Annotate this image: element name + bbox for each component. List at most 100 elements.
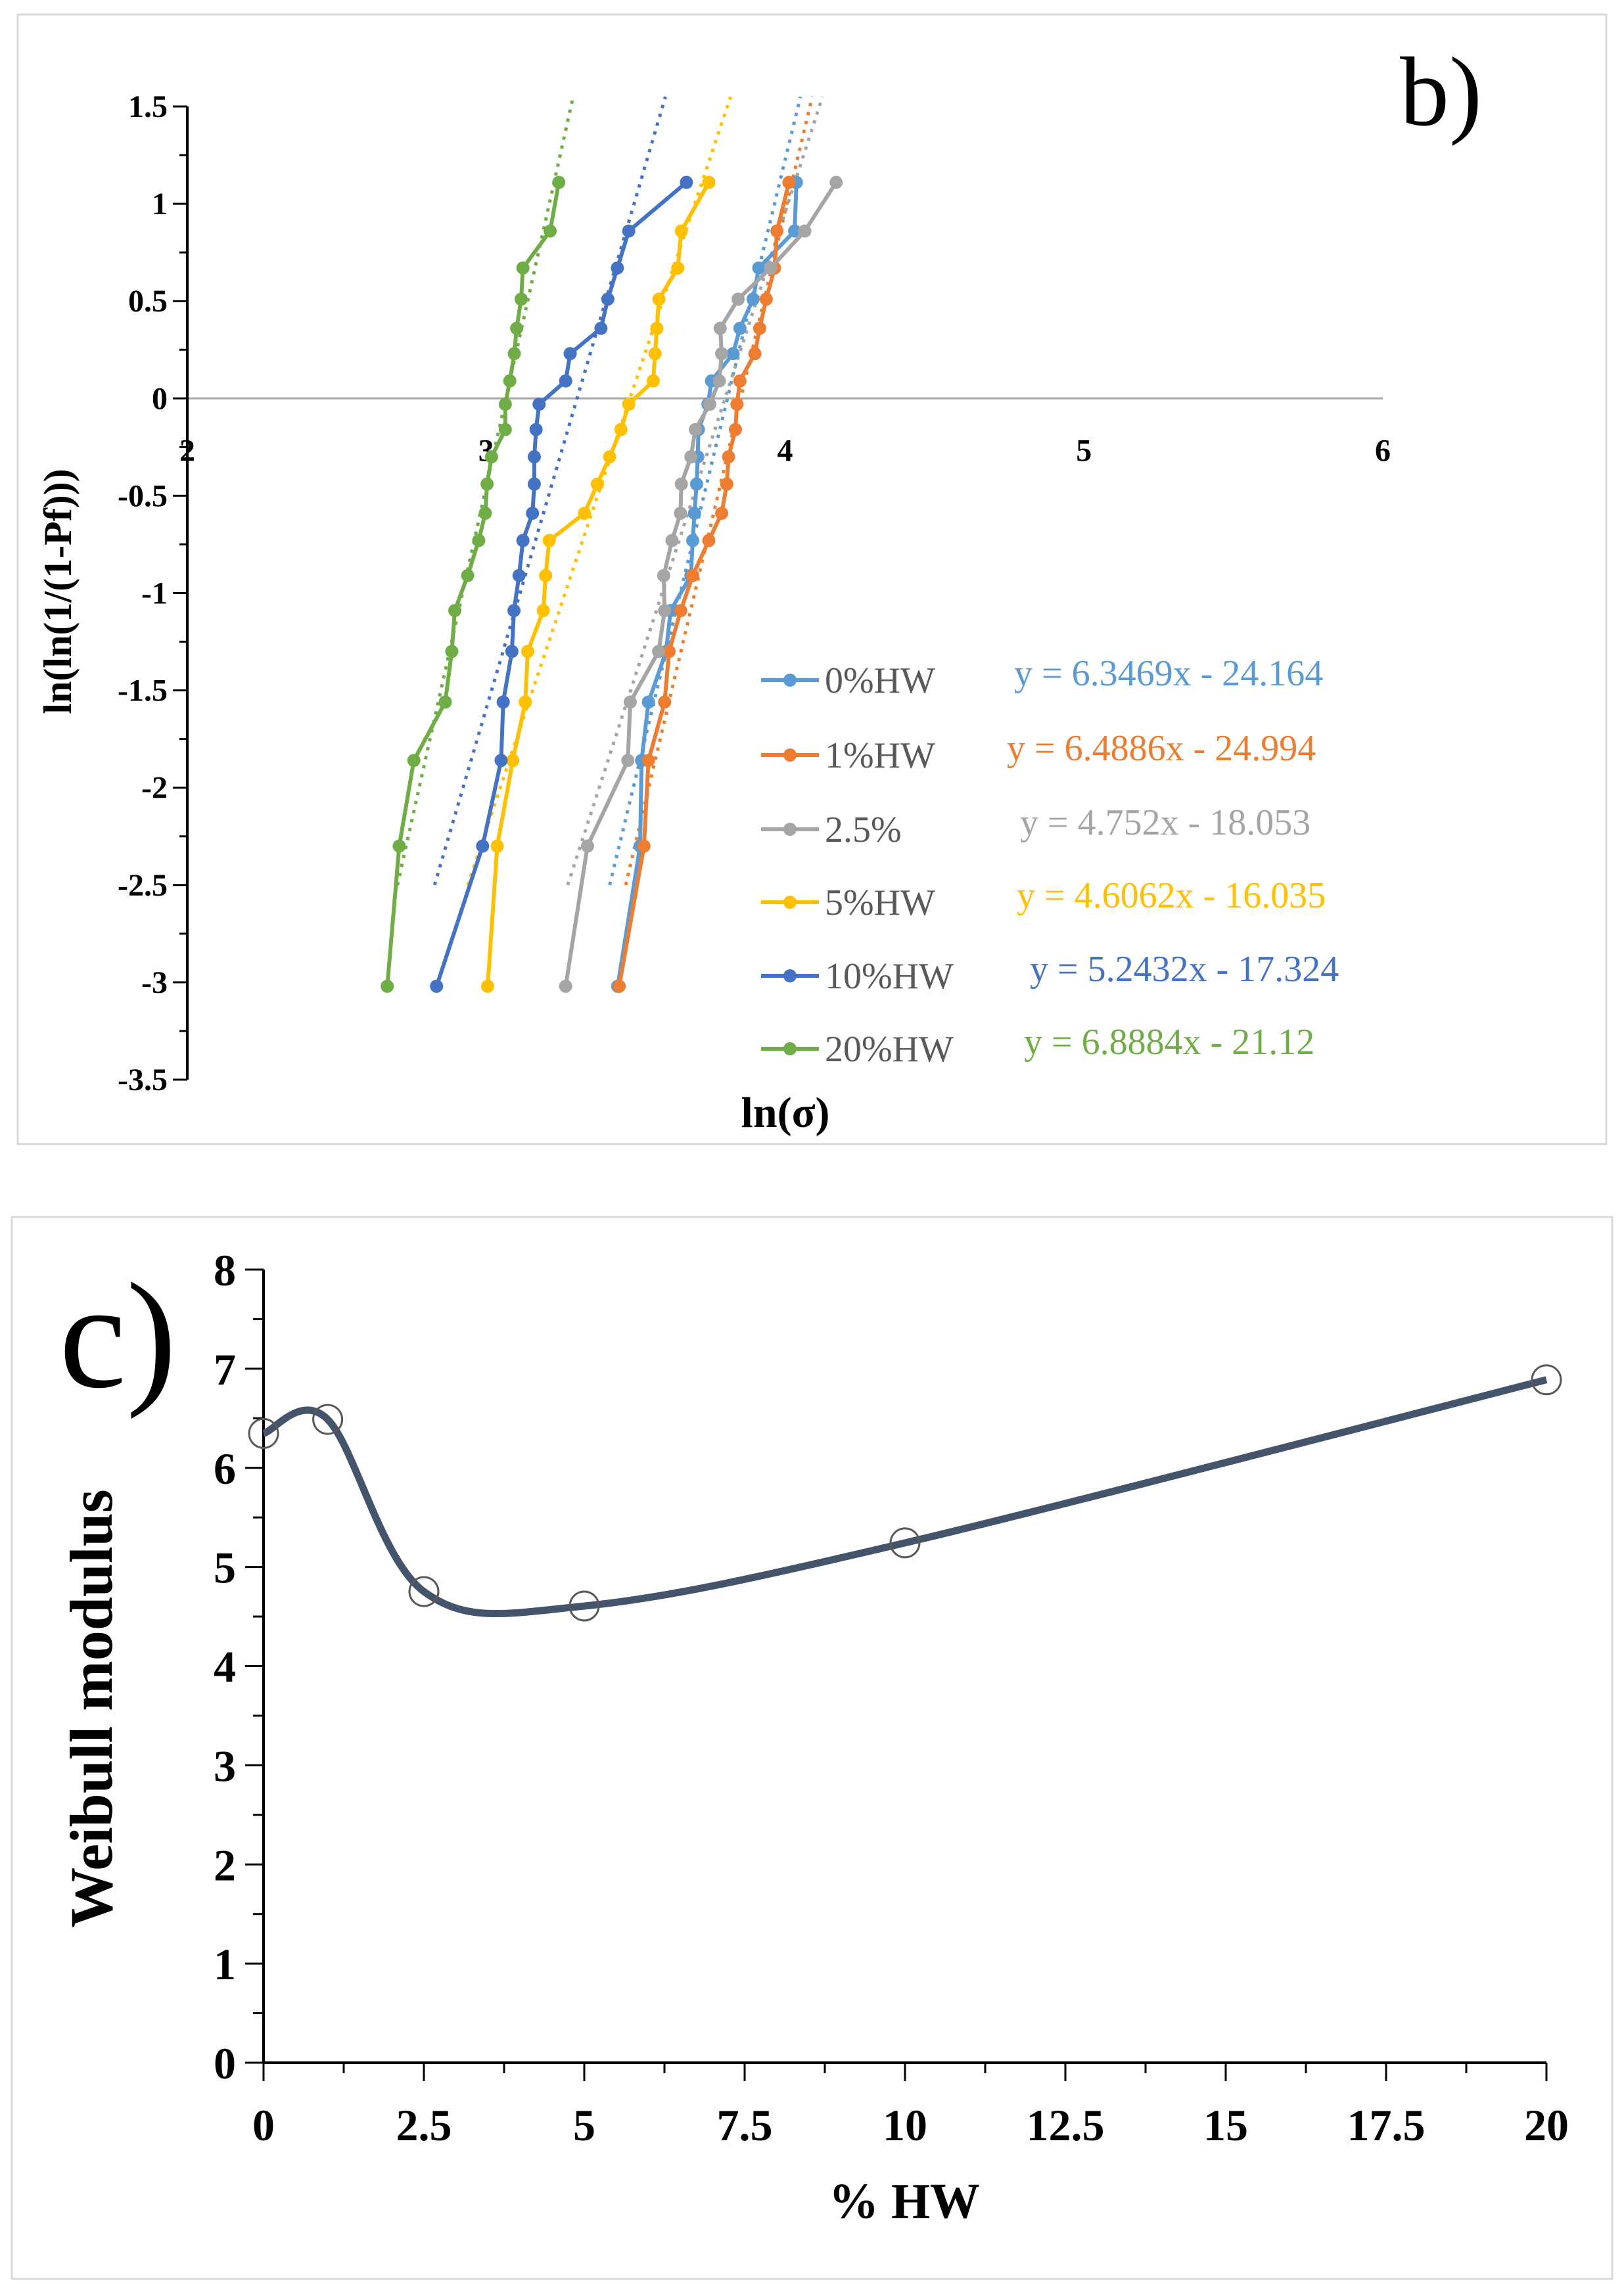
data-point [770,224,784,238]
series-10pctHW [430,175,693,993]
data-point [544,224,557,238]
data-point [674,477,688,491]
data-point [685,534,699,547]
data-point [748,347,762,361]
data-point [652,292,666,306]
x-tick-label: 5 [573,2100,595,2150]
y-axis-title: ln(ln(1/(1-Pf))) [36,469,80,714]
data-point [720,477,733,491]
data-point [496,695,510,709]
data-point [494,754,508,768]
data-point [729,423,743,436]
data-point [527,450,541,464]
data-point [650,321,664,335]
legend: 0%HW y = 6.3469x - 24.164 1%HW y = 6.4886x … [761,653,1339,1070]
data-point [746,292,760,306]
data-point [889,1527,921,1559]
data-point [689,423,703,436]
data-point [671,261,685,275]
data-point [505,645,519,658]
data-point [438,695,452,709]
data-point [674,604,687,618]
series-20pctHW [381,175,566,993]
x-tick-label: 12.5 [1027,2100,1105,2150]
data-point [782,175,796,189]
x-tick-label: 2 [179,433,195,468]
data-point [461,568,475,582]
data-point [512,568,526,582]
panel-b-label: b) [1400,37,1482,147]
data-point [829,175,843,189]
y-tick-label: 4 [214,1642,236,1692]
data-point [674,507,687,520]
data-point [733,374,747,388]
data-point [657,568,670,582]
data-point [613,979,626,993]
trendline-equation: y = 5.2432x - 17.324 [1030,949,1339,990]
data-point [733,321,747,335]
data-point [590,477,604,491]
y-tick-label: 1.5 [128,89,168,124]
weibull-modulus-curve [262,1376,1548,1618]
data-point [764,261,777,275]
data-point [578,507,592,520]
data-point [480,477,494,491]
data-point [798,224,812,238]
data-point [722,450,735,464]
x-tick-label: 17.5 [1347,2100,1426,2150]
data-point [516,534,530,547]
y-tick-label: 8 [214,1245,236,1295]
data-point [445,645,459,658]
data-point [430,979,444,993]
legend-marker [783,674,797,687]
data-point [542,534,556,547]
x-tick-label: 2.5 [396,2100,452,2150]
data-point [448,604,462,618]
data-point [498,423,512,436]
data-point [594,321,608,335]
data-point [641,754,655,768]
data-point [407,754,421,768]
data-point [648,347,662,361]
y-tick-label: -3.5 [118,1063,168,1097]
x-tick-label: 15 [1203,2100,1248,2150]
trendline-1pctHW [624,96,814,886]
data-point [687,507,701,520]
data-point [580,839,594,853]
data-point [730,398,744,411]
series-5pctHW [481,175,716,993]
data-point [665,534,679,547]
data-point [753,321,766,335]
data-point [408,1576,440,1607]
data-point [689,477,703,491]
y-tick-label: -2.5 [118,868,168,903]
y-tick-label: -1.5 [118,674,168,708]
data-point [1531,1364,1562,1396]
y-tick-label: 0 [152,381,168,416]
legend-marker [783,748,797,762]
data-point [621,754,635,768]
legend-label: 20%HW [825,1029,954,1070]
trendline-equation: y = 4.752x - 18.053 [1020,802,1311,843]
trendline-equation: y = 6.3469x - 24.164 [1014,653,1323,694]
series-2.5pct [559,175,843,993]
data-point [563,347,577,361]
trendline-equation: y = 6.4886x - 24.994 [1007,728,1316,769]
data-point [529,423,543,436]
y-tick-label: 0.5 [128,284,168,319]
data-point [658,695,672,709]
x-tick-label: 4 [777,433,793,468]
data-point [680,175,693,189]
trendline-equation: y = 4.6062x - 16.035 [1017,875,1326,916]
data-point [490,839,504,853]
data-point [731,292,745,306]
data-point [684,450,698,464]
data-point [759,292,773,306]
data-point [623,695,637,709]
x-tick-label: 7.5 [717,2100,773,2150]
data-point [662,645,676,658]
data-point [674,224,688,238]
legend-marker [783,1042,797,1055]
y-tick-label: -2 [141,771,168,806]
